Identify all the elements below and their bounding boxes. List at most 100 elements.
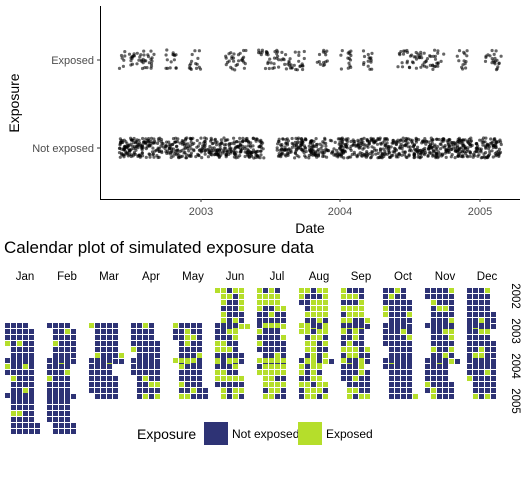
calendar-day-cell xyxy=(269,294,274,299)
calendar-day-cell xyxy=(407,341,412,346)
calendar-day-cell xyxy=(467,358,472,363)
calendar-day-cell xyxy=(449,341,454,346)
calendar-day-cell xyxy=(239,353,244,358)
calendar-day-cell xyxy=(281,324,286,329)
calendar-day-cell xyxy=(485,353,490,358)
scatter-point xyxy=(454,156,457,159)
scatter-point xyxy=(233,155,236,158)
calendar-day-cell xyxy=(407,335,412,340)
calendar-day-cell xyxy=(443,294,448,299)
scatter-point xyxy=(294,151,297,154)
scatter-point xyxy=(280,51,283,54)
calendar-day-cell xyxy=(269,364,274,369)
scatter-point xyxy=(408,153,411,156)
calendar-day-cell xyxy=(275,294,280,299)
calendar-day-cell xyxy=(269,358,274,363)
calendar-day-cell xyxy=(353,341,358,346)
scatter-point xyxy=(481,144,484,147)
scatter-point xyxy=(267,61,270,64)
calendar-day-cell xyxy=(359,358,364,363)
calendar-day-cell xyxy=(491,394,496,399)
calendar-day-cell xyxy=(137,376,142,381)
calendar-day-cell xyxy=(23,393,28,398)
calendar-day-cell xyxy=(59,388,64,393)
calendar-day-cell xyxy=(407,318,412,323)
calendar-day-cell xyxy=(311,353,316,358)
scatter-point xyxy=(303,57,306,60)
calendar-day-cell xyxy=(323,347,328,352)
calendar-day-cell xyxy=(11,382,16,387)
calendar-day-cell xyxy=(257,341,262,346)
scatter-point xyxy=(182,140,185,143)
calendar-day-cell xyxy=(437,323,442,328)
calendar-day-cell xyxy=(197,370,202,375)
calendar-day-cell xyxy=(143,388,148,393)
calendar-day-cell xyxy=(281,388,286,393)
calendar-day-cell xyxy=(65,429,70,434)
scatter-point xyxy=(174,141,177,144)
calendar-day-cell xyxy=(227,364,232,369)
calendar-day-cell xyxy=(473,300,478,305)
calendar-day-cell xyxy=(101,370,106,375)
calendar-day-cell xyxy=(191,364,196,369)
calendar-day-cell xyxy=(227,329,232,334)
scatter-point xyxy=(484,60,487,63)
scatter-point xyxy=(464,66,467,69)
scatter-point xyxy=(183,151,186,154)
calendar-day-cell xyxy=(365,359,370,364)
calendar-day-cell xyxy=(317,318,322,323)
calendar-day-cell xyxy=(203,394,208,399)
calendar-day-cell xyxy=(239,294,244,299)
calendar-day-cell xyxy=(281,341,286,346)
scatter-point xyxy=(429,55,432,58)
calendar-day-cell xyxy=(191,388,196,393)
calendar-day-cell xyxy=(95,376,100,381)
calendar-day-cell xyxy=(149,376,154,381)
scatter-point xyxy=(235,151,238,154)
calendar-day-cell xyxy=(233,347,238,352)
calendar-day-cell xyxy=(491,353,496,358)
scatter-point xyxy=(321,144,324,147)
scatter-point xyxy=(123,50,126,53)
calendar-day-cell xyxy=(59,376,64,381)
calendar-day-cell xyxy=(53,417,58,422)
scatter-point xyxy=(284,142,287,145)
calendar-day-cell xyxy=(449,329,454,334)
scatter-point xyxy=(418,156,421,159)
calendar-day-cell xyxy=(173,358,178,363)
calendar-day-cell xyxy=(107,370,112,375)
scatter-point xyxy=(232,137,235,140)
scatter-point xyxy=(463,59,466,62)
calendar-day-cell xyxy=(65,393,70,398)
calendar-day-cell xyxy=(395,388,400,393)
scatter-point xyxy=(349,50,352,53)
scatter-point xyxy=(463,145,466,148)
calendar-day-cell xyxy=(341,288,346,293)
calendar-day-cell xyxy=(389,388,394,393)
calendar-day-cell xyxy=(275,370,280,375)
calendar-day-cell xyxy=(95,329,100,334)
scatter-point xyxy=(338,137,341,140)
scatter-point xyxy=(235,140,238,143)
calendar-day-cell xyxy=(317,300,322,305)
calendar-day-cell xyxy=(197,329,202,334)
calendar-day-cell xyxy=(233,358,238,363)
scatter-point xyxy=(156,156,159,159)
calendar-day-cell xyxy=(269,388,274,393)
calendar-day-cell xyxy=(17,388,22,393)
calendar-day-cell xyxy=(311,370,316,375)
scatter-point xyxy=(123,148,126,151)
calendar-day-cell xyxy=(185,394,190,399)
scatter-point xyxy=(283,63,286,66)
scatter-point xyxy=(228,60,231,63)
scatter-point xyxy=(324,145,327,148)
month-label-mar: Mar xyxy=(99,271,119,283)
scatter-point xyxy=(408,66,411,69)
calendar-day-cell xyxy=(53,399,58,404)
legend-label-not-exposed: Not exposed xyxy=(232,427,299,441)
calendar-day-cell xyxy=(383,306,388,311)
scatter-point xyxy=(237,59,240,62)
calendar-day-cell xyxy=(479,306,484,311)
calendar-day-cell xyxy=(473,347,478,352)
calendar-day-cell xyxy=(491,382,496,387)
